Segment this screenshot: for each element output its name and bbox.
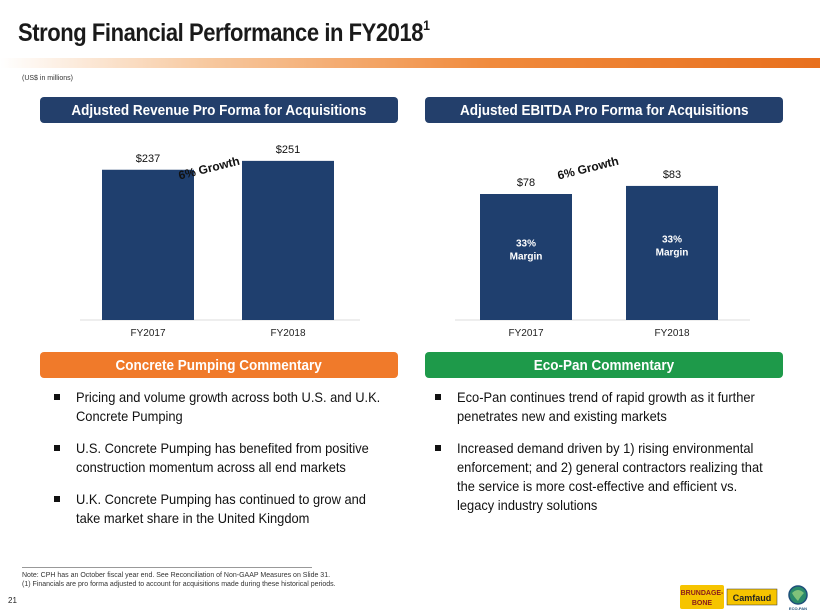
slide-title-text: Strong Financial Performance in FY2018 [18,19,424,47]
bullet-square-icon [54,445,60,451]
concrete-bullet: U.K. Concrete Pumping has continued to g… [54,490,390,528]
logos-svg: BRUNDAGE- BONE Camfaud ECO-PAN [680,585,808,611]
camfaud-logo-bg [726,588,778,606]
ebitda-growth-annotation: 6% Growth [556,154,620,183]
ecopan-logo: ECO-PAN [788,585,808,611]
bullet-square-icon [54,394,60,400]
revenue-header-label: Adjusted Revenue Pro Forma for Acquisiti… [71,101,367,119]
ebitda-bar-fy2017 [480,194,572,320]
ecopan-bullet-text: Eco-Pan continues trend of rapid growth … [457,389,755,424]
concrete-bullet: Pricing and volume growth across both U.… [54,388,390,426]
revenue-growth-annotation: 6% Growth [177,154,241,183]
ecopan-bullet-text: Increased demand driven by 1) rising env… [457,440,763,513]
ebitda-margin-pct-fy2017: 33% [516,239,536,250]
revenue-bar-fy2018 [242,160,334,320]
ecopan-bullet-list: Eco-Pan continues trend of rapid growth … [435,388,780,528]
camfaud-logo-text: Camfaud [733,593,772,603]
concrete-bullet-list: Pricing and volume growth across both U.… [54,388,390,541]
ebitda-category-fy2018: FY2018 [654,328,689,339]
ecopan-bullet: Increased demand driven by 1) rising env… [435,439,780,515]
title-gradient-rule [0,58,820,68]
ebitda-header-label: Adjusted EBITDA Pro Forma for Acquisitio… [459,101,749,119]
concrete-bullet-text: Pricing and volume growth across both U.… [76,389,381,424]
slide-title: Strong Financial Performance in FY20181 [18,17,430,48]
ebitda-chart-svg: $78 $83 33% Margin 33% Margin FY2017 FY2… [455,154,750,339]
ebitda-bar-fy2018 [626,185,718,320]
ecopan-logo-text: ECO-PAN [789,606,807,611]
ecopan-bullet: Eco-Pan continues trend of rapid growth … [435,388,780,426]
revenue-category-fy2018: FY2018 [270,328,305,339]
ecopan-leaf-icon [792,590,804,601]
ecopan-header-label: Eco-Pan Commentary [533,356,675,374]
ebitda-margin-pct-fy2018: 33% [662,234,682,245]
revenue-value-fy2017: $237 [136,153,160,165]
ebitda-chart: $78 $83 33% Margin 33% Margin FY2017 FY2… [455,140,755,350]
ebitda-margin-word-fy2017: Margin [510,252,543,263]
brundage-logo-bg [680,585,724,609]
units-note: (US$ in millions) [22,75,73,82]
brundage-logo-line1: BRUNDAGE- [681,590,724,597]
bullet-square-icon [435,394,441,400]
revenue-chart: $237 $251 FY2017 FY2018 6% Growth [70,140,370,350]
bullet-square-icon [54,496,60,502]
footnote-note: Note: CPH has an October fiscal year end… [22,572,331,579]
footnote-rule [22,567,312,568]
footnote-1: (1) Financials are pro forma adjusted to… [22,581,336,588]
brundage-logo-line2: BONE [692,600,713,607]
revenue-category-fy2017: FY2017 [130,328,165,339]
company-logos: BRUNDAGE- BONE Camfaud ECO-PAN [680,583,814,611]
revenue-header: Adjusted Revenue Pro Forma for Acquisiti… [40,97,398,123]
revenue-bar-fy2017 [102,169,194,320]
revenue-chart-svg: $237 $251 FY2017 FY2018 6% Growth [80,144,360,339]
title-footnote-marker: 1 [423,17,430,33]
camfaud-logo: Camfaud [726,588,778,606]
ebitda-header: Adjusted EBITDA Pro Forma for Acquisitio… [425,97,783,123]
ebitda-category-fy2017: FY2017 [508,328,543,339]
ecopan-commentary-header: Eco-Pan Commentary [425,352,783,378]
concrete-commentary-header: Concrete Pumping Commentary [40,352,398,378]
concrete-bullet-text: U.K. Concrete Pumping has continued to g… [76,491,366,526]
ebitda-margin-word-fy2018: Margin [656,247,689,258]
ebitda-value-fy2018: $83 [663,169,681,181]
concrete-bullet-text: U.S. Concrete Pumping has benefited from… [76,440,369,475]
bullet-square-icon [435,445,441,451]
revenue-value-fy2018: $251 [276,144,300,156]
brundage-bone-logo: BRUNDAGE- BONE [680,585,724,609]
ebitda-value-fy2017: $78 [517,177,535,189]
page-number: 21 [8,596,17,605]
concrete-header-label: Concrete Pumping Commentary [115,356,323,374]
concrete-bullet: U.S. Concrete Pumping has benefited from… [54,439,390,477]
